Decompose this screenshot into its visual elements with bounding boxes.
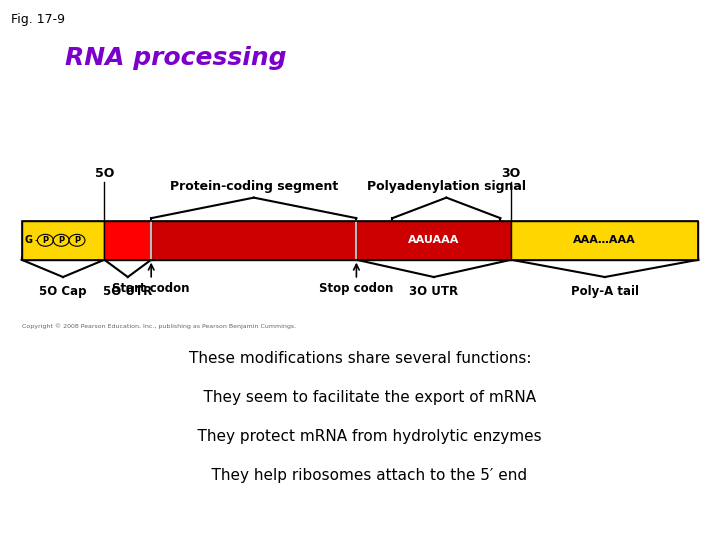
Text: They protect mRNA from hydrolytic enzymes: They protect mRNA from hydrolytic enzyme… — [178, 429, 542, 444]
Bar — [356, 221, 511, 260]
Text: Protein-coding segment: Protein-coding segment — [170, 180, 338, 193]
Text: AAUAAA: AAUAAA — [408, 235, 459, 245]
Text: 3O: 3O — [502, 167, 521, 180]
Text: G: G — [24, 235, 33, 245]
Bar — [151, 221, 356, 260]
Bar — [511, 221, 698, 260]
Bar — [22, 221, 104, 260]
Text: -: - — [52, 235, 55, 245]
Circle shape — [53, 234, 69, 246]
Text: 5O Cap: 5O Cap — [40, 285, 86, 298]
Text: These modifications share several functions:: These modifications share several functi… — [189, 351, 531, 366]
Text: 3O UTR: 3O UTR — [409, 285, 459, 298]
Bar — [22, 221, 698, 260]
Text: -: - — [35, 235, 38, 245]
Text: Poly-A tail: Poly-A tail — [571, 285, 639, 298]
Text: -: - — [68, 235, 71, 245]
Text: They seem to facilitate the export of mRNA: They seem to facilitate the export of mR… — [184, 390, 536, 405]
Text: Start codon: Start codon — [112, 282, 190, 295]
Circle shape — [37, 234, 53, 246]
Text: AAA…AAA: AAA…AAA — [573, 235, 636, 245]
Text: RNA processing: RNA processing — [65, 46, 287, 70]
Bar — [104, 221, 151, 260]
Text: P: P — [74, 236, 80, 245]
Text: Stop codon: Stop codon — [319, 282, 394, 295]
Text: 5O: 5O — [95, 167, 114, 180]
Circle shape — [69, 234, 85, 246]
Text: Fig. 17-9: Fig. 17-9 — [11, 14, 65, 26]
Text: They help ribosomes attach to the 5′ end: They help ribosomes attach to the 5′ end — [192, 468, 528, 483]
Text: Polyadenylation signal: Polyadenylation signal — [367, 180, 526, 193]
Text: Copyright © 2008 Pearson Education, Inc., publishing as Pearson Benjamin Cumming: Copyright © 2008 Pearson Education, Inc.… — [22, 323, 296, 328]
Text: P: P — [58, 236, 64, 245]
Text: P: P — [42, 236, 48, 245]
Text: 5O UTR: 5O UTR — [103, 285, 153, 298]
